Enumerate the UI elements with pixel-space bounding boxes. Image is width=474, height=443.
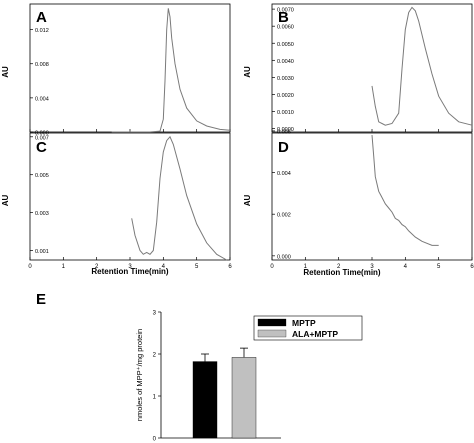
chromatogram-trace bbox=[371, 135, 439, 246]
y-tick-label: 0.000 bbox=[35, 131, 49, 137]
y-tick-label: 0.003 bbox=[35, 211, 49, 217]
y-tick-label: 0.007 bbox=[35, 135, 49, 141]
y-tick-label: 0.008 bbox=[35, 62, 49, 68]
y-tick-label: 1 bbox=[153, 395, 157, 401]
panel-c-chromatogram: C AU 0.001 0.003 0.005 0.007 0 1 2 3 4 5 6 bbox=[1, 132, 232, 270]
panel-label: D bbox=[278, 139, 289, 156]
y-axis-label: AU bbox=[1, 66, 10, 78]
chromatogram-trace bbox=[131, 135, 227, 261]
panel-label: A bbox=[36, 9, 47, 26]
x-tick-label: 5 bbox=[437, 264, 441, 270]
legend-label: MPTP bbox=[292, 318, 316, 328]
y-tick-label: 0 bbox=[153, 437, 157, 443]
y-tick-label: 0.004 bbox=[277, 171, 291, 177]
legend-swatch bbox=[257, 329, 287, 338]
panel-b-chromatogram: B AU 0.0000 0.0010 0.0020 0.0030 0.0040 0.0050 0… bbox=[243, 3, 473, 133]
panel-e-bar-chart: E 0 1 2 3 nmoles of MPP⁺/mg protein MPTPALA+MP… bbox=[36, 291, 363, 443]
y-tick-label: 0.002 bbox=[277, 213, 291, 219]
y-tick-label: 0.004 bbox=[35, 96, 49, 102]
x-tick-label: 2 bbox=[95, 264, 99, 270]
x-tick-label: 6 bbox=[228, 264, 232, 270]
y-tick-label: 0.0060 bbox=[277, 25, 294, 31]
panel-d-chromatogram: D AU 0.000 0.002 0.004 0.006 0 1 2 3 4 5 6 Retention … bbox=[243, 129, 474, 277]
panel-a-chromatogram: A AU 0.000 0.004 0.008 0.012 bbox=[1, 3, 231, 137]
x-tick-label: 0 bbox=[270, 264, 274, 270]
y-tick-label: 2 bbox=[153, 353, 157, 359]
chromatogram-trace bbox=[111, 8, 231, 133]
y-tick-label: 0.012 bbox=[35, 28, 49, 34]
panel-label: C bbox=[36, 139, 47, 156]
y-tick-label: 0.0040 bbox=[277, 59, 294, 65]
legend-swatch bbox=[257, 318, 287, 327]
y-axis-label: AU bbox=[243, 195, 252, 207]
x-tick-label: 4 bbox=[162, 264, 166, 270]
x-tick-label: 3 bbox=[370, 264, 374, 270]
y-axis-label: AU bbox=[243, 66, 252, 78]
x-tick-label: 2 bbox=[337, 264, 341, 270]
y-tick-label: 0.0000 bbox=[277, 127, 294, 133]
bar-mptp bbox=[192, 361, 218, 439]
y-tick-label: 0.0070 bbox=[277, 8, 294, 14]
y-tick-label: 0.006 bbox=[277, 129, 291, 135]
x-tick-label: 5 bbox=[195, 264, 199, 270]
chromatogram-trace bbox=[371, 6, 473, 126]
x-tick-label: 3 bbox=[128, 264, 132, 270]
x-tick-label: 1 bbox=[62, 264, 66, 270]
y-tick-label: 0.0030 bbox=[277, 76, 294, 82]
y-tick-label: 0.001 bbox=[35, 249, 49, 255]
x-tick-label: 4 bbox=[404, 264, 408, 270]
panel-label: B bbox=[278, 9, 289, 26]
y-axis-label: nmoles of MPP⁺/mg protein bbox=[135, 329, 144, 421]
x-tick-label: 1 bbox=[304, 264, 308, 270]
x-tick-label: 6 bbox=[470, 264, 474, 270]
bar-ala-mptp bbox=[231, 357, 257, 439]
y-tick-label: 0.0020 bbox=[277, 93, 294, 99]
legend-label: ALA+MPTP bbox=[292, 329, 338, 339]
x-axis-label-left: Retention Time(min) bbox=[91, 267, 169, 276]
x-tick-label: 0 bbox=[28, 264, 32, 270]
y-axis-label: AU bbox=[1, 195, 10, 207]
panel-label: E bbox=[36, 291, 46, 308]
y-tick-label: 0.000 bbox=[277, 254, 291, 260]
x-axis-label: Retention Time(min) bbox=[303, 268, 381, 277]
y-tick-label: 3 bbox=[153, 311, 157, 317]
y-tick-label: 0.005 bbox=[35, 173, 49, 179]
y-tick-label: 0.0050 bbox=[277, 42, 294, 48]
y-tick-label: 0.0010 bbox=[277, 110, 294, 116]
